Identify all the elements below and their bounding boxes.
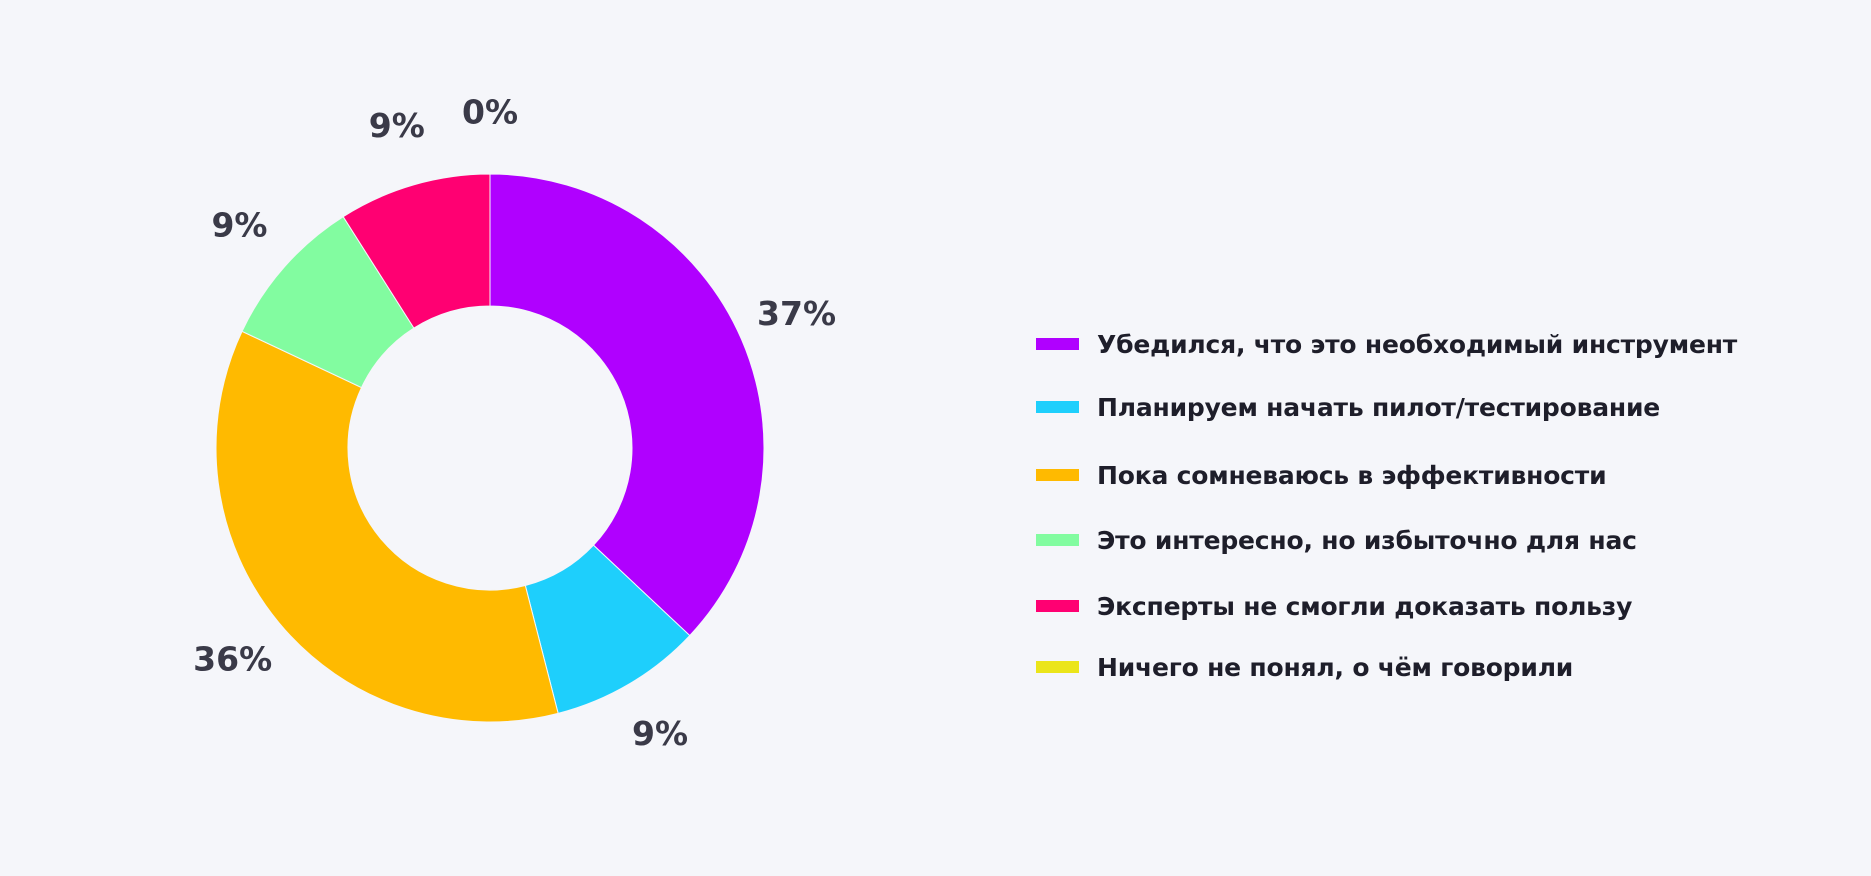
donut-chart: 37% 9% 36% 9% 9% 0% — [193, 93, 836, 753]
legend-swatch — [1036, 469, 1079, 481]
legend-item-not-understood: Ничего не понял, о чём говорили — [1036, 649, 1737, 685]
data-label-doubt: 36% — [193, 639, 272, 678]
legend-swatch — [1036, 534, 1079, 546]
legend-item-experts: Эксперты не смогли доказать пользу — [1036, 588, 1737, 624]
data-label-experts: 9% — [369, 106, 425, 145]
legend-item-pilot: Планируем начать пилот/тестирование — [1036, 389, 1737, 425]
legend-label: Пока сомневаюсь в эффективности — [1097, 460, 1607, 490]
donut-slice-doubt — [215, 330, 559, 723]
donut-slice-experts — [342, 173, 491, 329]
legend-label: Это интересно, но избыточно для нас — [1097, 525, 1637, 555]
data-label-pilot: 9% — [632, 714, 688, 753]
data-label-convinced: 37% — [757, 294, 836, 333]
legend-item-convinced: Убедился, что это необходимый инструмент — [1036, 326, 1737, 362]
legend-label: Планируем начать пилот/тестирование — [1097, 392, 1661, 422]
legend-swatch — [1036, 338, 1079, 350]
legend-item-excessive: Это интересно, но избыточно для нас — [1036, 522, 1737, 558]
chart-legend: Убедился, что это необходимый инструмент… — [1036, 326, 1737, 685]
legend-item-doubt: Пока сомневаюсь в эффективности — [1036, 457, 1737, 493]
legend-swatch — [1036, 661, 1079, 673]
data-label-not-understood: 0% — [462, 93, 518, 132]
legend-label: Убедился, что это необходимый инструмент — [1097, 329, 1738, 359]
data-label-excessive: 9% — [211, 206, 267, 245]
legend-swatch — [1036, 401, 1079, 413]
legend-label: Эксперты не смогли доказать пользу — [1097, 591, 1633, 621]
donut-slice-convinced — [489, 173, 765, 637]
legend-swatch — [1036, 600, 1079, 612]
legend-label: Ничего не понял, о чём говорили — [1097, 652, 1574, 682]
